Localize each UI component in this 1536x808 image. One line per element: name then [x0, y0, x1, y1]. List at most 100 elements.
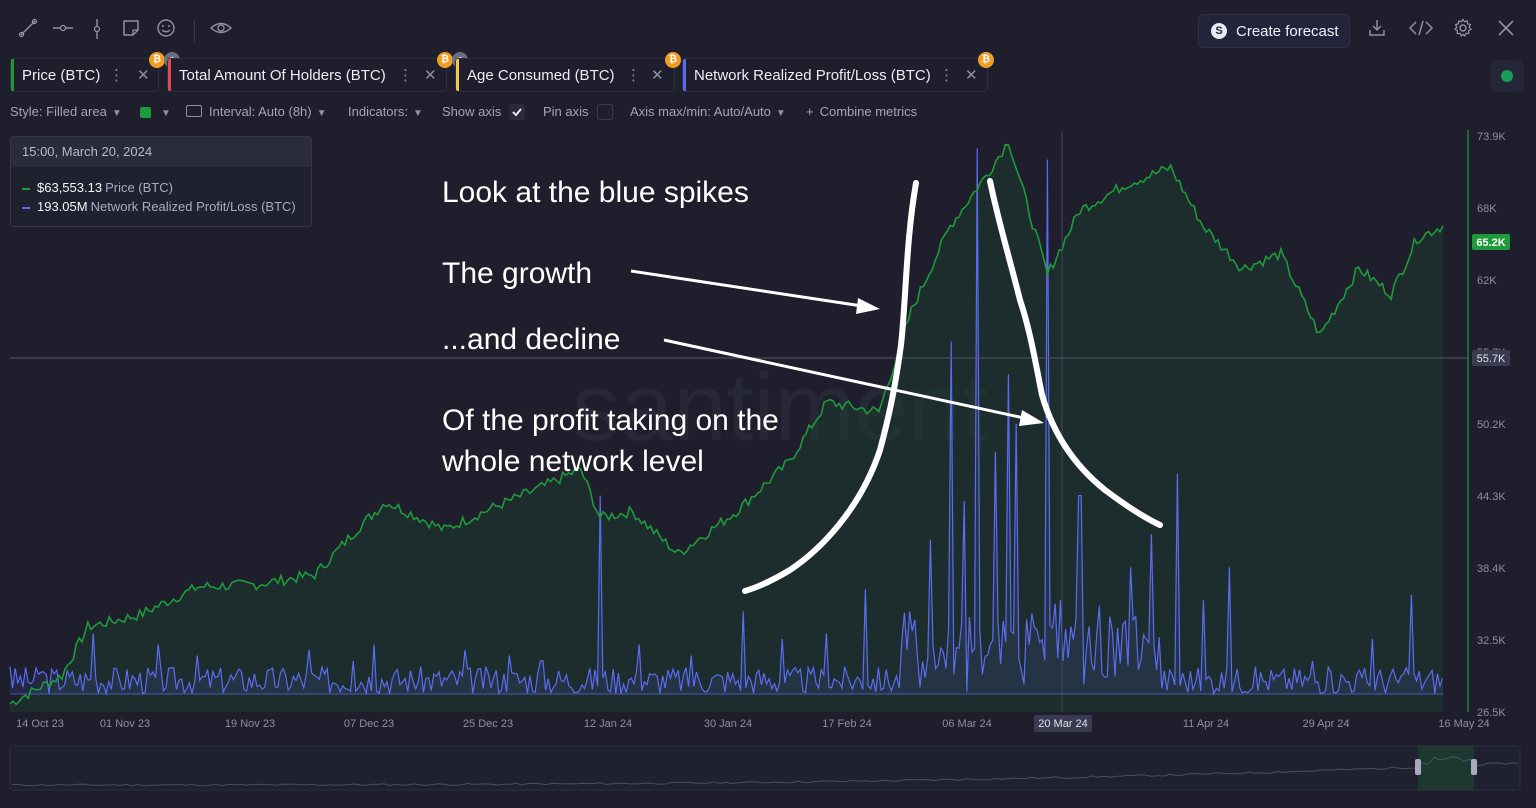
- more-options-icon[interactable]: ⋮: [626, 67, 641, 84]
- metric-chip-label: Network Realized Profit/Loss (BTC): [694, 66, 931, 84]
- x-tick-label: 25 Dec 23: [463, 718, 513, 730]
- y-tick-label: 32.5K: [1477, 635, 1506, 647]
- horizontal-ray-icon[interactable]: [52, 18, 74, 42]
- metric-chip-label: Total Amount Of Holders (BTC): [179, 66, 386, 84]
- y-axis: 73.9K 68K 62K 55.7K 50.2K 44.3K 38.4K 32.5K 26.5…: [1477, 131, 1506, 719]
- tooltip-date: 15:00, March 20, 2024: [11, 137, 311, 167]
- style-selector[interactable]: Style: Filled area ▼: [10, 104, 122, 122]
- remove-metric-icon[interactable]: ✕: [424, 67, 437, 84]
- interval-selector[interactable]: Interval: Auto (8h) ▼: [186, 104, 327, 122]
- combine-metrics-label: Combine metrics: [819, 104, 918, 119]
- calendar-icon: [186, 105, 202, 117]
- chevron-down-icon: ▼: [775, 108, 786, 119]
- y-tick-label: 73.9K: [1477, 131, 1506, 143]
- growth-curve-stroke: [742, 180, 919, 594]
- axis-maxmin-selector[interactable]: Axis max/min: Auto/Auto ▼: [630, 104, 786, 122]
- metric-chip-label: Age Consumed (BTC): [467, 66, 615, 84]
- metric-chip-label: Price (BTC): [22, 66, 101, 84]
- show-axis-checkbox[interactable]: [509, 104, 525, 120]
- bitcoin-icon: ₿: [665, 52, 681, 68]
- live-status-dot: [1501, 70, 1513, 82]
- more-options-icon[interactable]: ⋮: [398, 67, 413, 84]
- navigator-left-handle[interactable]: [1415, 759, 1421, 775]
- tooltip-price-value: $63,553.13: [37, 180, 103, 195]
- x-tick-label: 12 Jan 24: [584, 718, 632, 730]
- bitcoin-icon: ₿: [149, 52, 165, 68]
- growth-arrow-head: [856, 298, 880, 314]
- metric-chip-age-consumed[interactable]: Age Consumed (BTC) ⋮ ✕: [455, 58, 675, 92]
- x-tick-label: 06 Mar 24: [942, 718, 992, 730]
- settings-gear-icon[interactable]: [1451, 18, 1475, 44]
- metric-color-bar: [683, 59, 686, 91]
- chart-tooltip: 15:00, March 20, 2024 $63,553.13 Price (B…: [10, 136, 312, 227]
- y-tick-label: 26.5K: [1477, 707, 1506, 719]
- pin-axis-checkbox[interactable]: [597, 104, 613, 120]
- chevron-down-icon: ▼: [412, 108, 423, 119]
- navigator-line: [11, 756, 1519, 787]
- metric-color-bar: [11, 59, 14, 91]
- x-tick-label: 16 May 24: [1438, 718, 1489, 730]
- x-tick-label: 14 Oct 23: [16, 718, 64, 730]
- x-tick-label: 11 Apr 24: [1183, 718, 1229, 730]
- metric-chip-network-realized[interactable]: Network Realized Profit/Loss (BTC) ⋮ ✕: [682, 58, 988, 92]
- vertical-line-icon[interactable]: [86, 18, 108, 42]
- combine-metrics-button[interactable]: + Combine metrics: [806, 104, 917, 122]
- eye-icon[interactable]: [208, 18, 234, 42]
- metric-chip-price[interactable]: Price (BTC) ⋮ ✕: [10, 58, 159, 92]
- indicators-selector[interactable]: Indicators: ▼: [348, 104, 423, 122]
- emoji-icon[interactable]: [155, 18, 177, 42]
- chevron-down-icon: ▼: [316, 108, 327, 119]
- price-area-fill: [10, 144, 1443, 713]
- live-status-toggle[interactable]: [1490, 60, 1524, 92]
- legend-marker: [22, 206, 30, 209]
- santiment-logo-icon: S: [1211, 23, 1227, 39]
- indicators-label: Indicators:: [348, 104, 408, 119]
- price-last-label: 65.2K: [1476, 237, 1505, 249]
- x-tick-label: 01 Nov 23: [100, 718, 150, 730]
- tooltip-price-name: Price (BTC): [105, 180, 173, 195]
- nrpl-series: [9, 148, 1444, 696]
- more-options-icon[interactable]: ⋮: [109, 67, 124, 84]
- range-navigator[interactable]: [9, 745, 1521, 791]
- bitcoin-icon: ₿: [437, 52, 453, 68]
- tooltip-nrpl-row: 193.05M Network Realized Profit/Loss (BTC…: [11, 197, 311, 216]
- remove-metric-icon[interactable]: ✕: [137, 67, 150, 84]
- x-tick-label: 29 Apr 24: [1302, 718, 1349, 730]
- navigator-right-handle[interactable]: [1471, 759, 1477, 775]
- sticky-note-icon[interactable]: [120, 18, 142, 42]
- more-options-icon[interactable]: ⋮: [939, 67, 954, 84]
- x-tick-label: 19 Nov 23: [225, 718, 275, 730]
- series-color-swatch[interactable]: [140, 107, 151, 118]
- top-toolbar: S Create forecast: [0, 0, 1536, 62]
- style-label: Style: Filled area: [10, 104, 107, 119]
- tooltip-nrpl-name: Network Realized Profit/Loss (BTC): [90, 199, 296, 214]
- remove-metric-icon[interactable]: ✕: [965, 67, 978, 84]
- annotation-blue-spikes: Look at the blue spikes: [442, 176, 749, 209]
- annotation-profit-line2: whole network level: [442, 445, 704, 478]
- create-forecast-label: Create forecast: [1236, 22, 1339, 40]
- metric-chip-holders[interactable]: Total Amount Of Holders (BTC) ⋮ ✕: [167, 58, 447, 92]
- download-icon[interactable]: [1365, 18, 1389, 44]
- price-line: [9, 143, 1444, 706]
- trend-line-icon[interactable]: [17, 18, 39, 42]
- remove-metric-icon[interactable]: ✕: [651, 67, 664, 84]
- decline-curve-stroke: [987, 178, 1163, 528]
- color-dropdown[interactable]: ▼: [156, 104, 171, 122]
- crosshair-x-badge: [1034, 715, 1092, 732]
- annotation-growth: The growth: [442, 257, 593, 290]
- bitcoin-icon: ₿: [978, 52, 994, 68]
- tooltip-nrpl-value: 193.05M: [37, 199, 88, 214]
- price-last-badge: [1472, 234, 1510, 250]
- embed-code-icon[interactable]: [1407, 18, 1435, 44]
- close-icon[interactable]: [1494, 18, 1518, 44]
- x-tick-label: 30 Jan 24: [704, 718, 752, 730]
- nrpl-line: [9, 148, 1444, 696]
- create-forecast-button[interactable]: S Create forecast: [1198, 14, 1350, 48]
- show-axis-label: Show axis: [442, 104, 502, 119]
- chevron-down-icon: ▼: [111, 108, 122, 119]
- decline-arrow-line: [663, 338, 1025, 420]
- toolbar-divider: [194, 20, 195, 42]
- navigator-selection[interactable]: [1418, 746, 1474, 790]
- tooltip-price-row: $63,553.13 Price (BTC): [11, 178, 311, 197]
